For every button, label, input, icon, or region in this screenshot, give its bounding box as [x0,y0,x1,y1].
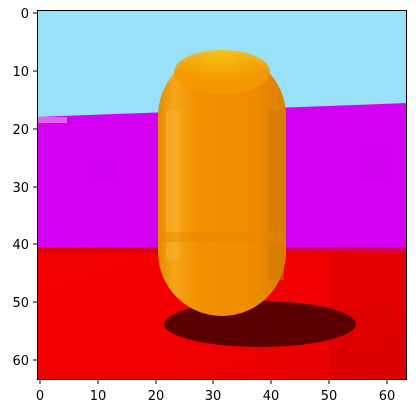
wall-patch [95,160,115,180]
capsule-body [158,52,286,316]
x-tick-label: 40 [263,389,280,404]
capsule-right-shade [268,110,284,280]
capsule-top-highlight [174,50,270,94]
x-tick-label: 60 [379,389,396,404]
y-axis: 0 10 20 30 40 50 60 [12,7,37,369]
capsule-left-highlight [166,110,180,260]
y-tick-label: 60 [12,354,29,369]
y-tick-label: 40 [12,238,29,253]
y-tick-label: 50 [12,296,29,311]
x-axis: 0 10 20 30 40 50 60 [36,380,395,404]
wall-patch [37,117,67,123]
x-tick-label: 30 [205,389,222,404]
y-tick-label: 30 [12,181,29,196]
wall-patch [360,150,390,180]
y-tick-label: 20 [12,123,29,138]
capsule-mid-band [160,232,284,242]
y-tick-label: 10 [12,65,29,80]
x-tick-label: 10 [90,389,107,404]
plot-frame [37,10,407,380]
x-tick-label: 50 [321,389,338,404]
x-tick-label: 20 [148,389,165,404]
y-tick-label: 0 [21,7,29,22]
image-plot [37,10,407,380]
x-tick-label: 0 [36,389,44,404]
capsule [158,50,286,316]
